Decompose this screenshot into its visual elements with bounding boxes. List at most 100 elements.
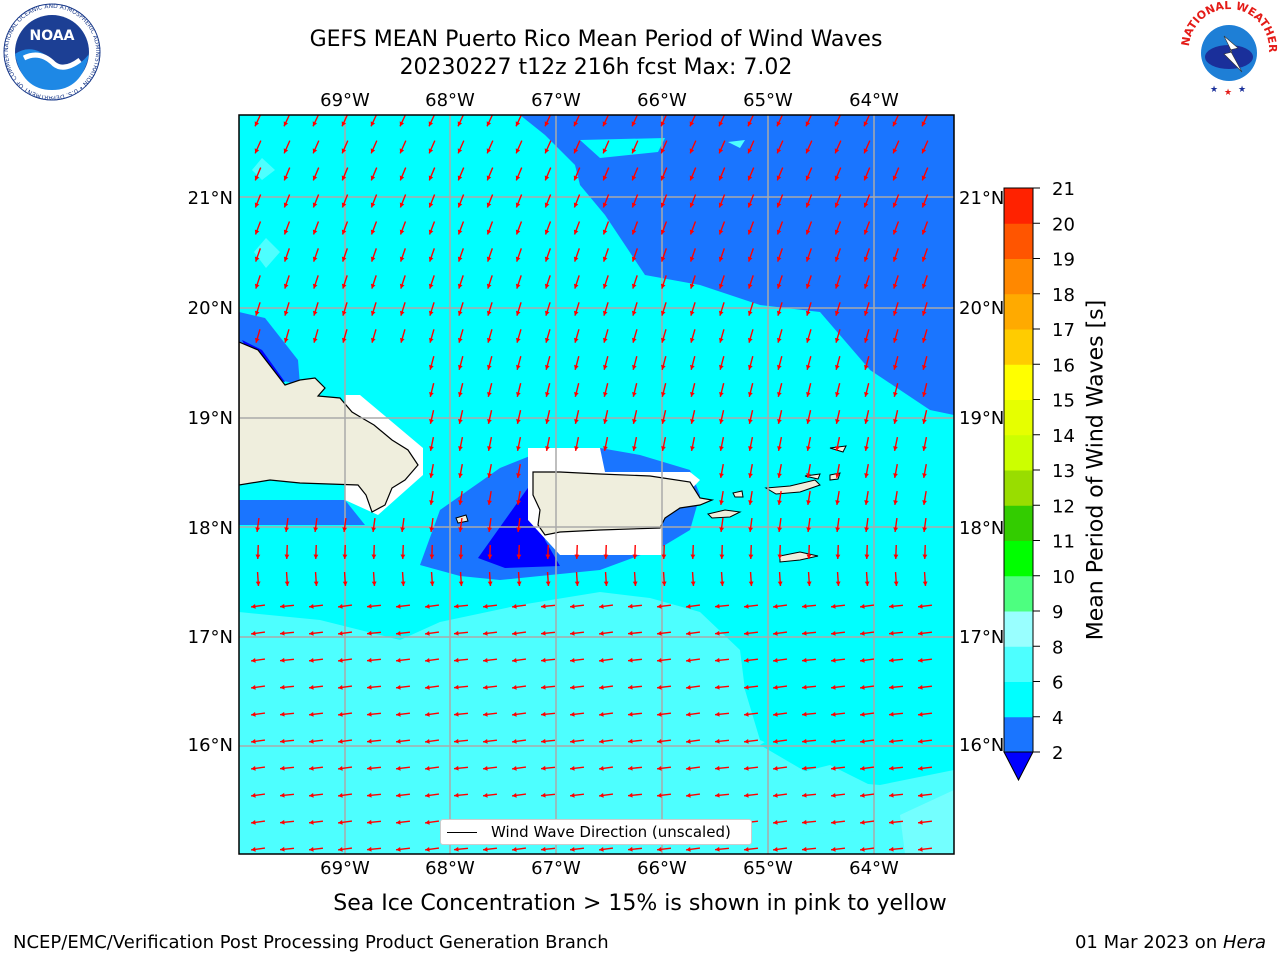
wind-wave-arrowhead bbox=[718, 256, 724, 262]
wind-wave-arrowhead bbox=[889, 657, 894, 663]
wind-wave-arrowhead bbox=[516, 364, 521, 370]
wind-wave-arrowhead bbox=[515, 148, 521, 154]
colorbar-tick-label: 15 bbox=[1052, 391, 1075, 412]
wind-wave-arrowhead bbox=[371, 581, 377, 586]
wind-wave-arrowhead bbox=[284, 554, 290, 559]
wind-wave-arrowhead bbox=[458, 500, 463, 505]
wind-wave-arrowhead bbox=[719, 473, 724, 478]
wind-wave-arrowhead bbox=[309, 603, 314, 609]
colorbar-segment bbox=[1004, 681, 1033, 718]
wind-wave-arrowhead bbox=[661, 554, 667, 559]
wind-wave-arrowhead bbox=[425, 792, 430, 798]
wind-wave-arrowhead bbox=[802, 792, 807, 798]
wind-wave-arrowhead bbox=[748, 364, 753, 370]
wind-wave-arrowhead bbox=[512, 657, 517, 663]
wind-wave-arrowhead bbox=[631, 202, 637, 208]
lon-label: 65°W bbox=[743, 858, 793, 879]
wind-wave-arrowhead bbox=[835, 364, 840, 370]
wind-wave-arrowhead bbox=[280, 765, 285, 771]
wind-wave-arrowhead bbox=[515, 202, 521, 208]
colorbar-segment bbox=[1004, 611, 1033, 647]
wind-wave-arrowhead bbox=[860, 603, 865, 609]
wind-wave-arrowhead bbox=[573, 283, 579, 289]
wind-wave-arrowhead bbox=[396, 657, 401, 663]
wind-wave-arrowhead bbox=[428, 121, 434, 127]
wind-wave-arrowhead bbox=[744, 711, 749, 717]
wind-wave-arrowhead bbox=[776, 256, 782, 262]
wind-wave-arrowhead bbox=[776, 310, 782, 316]
colorbar-tick-label: 19 bbox=[1052, 250, 1075, 271]
wind-wave-arrowhead bbox=[660, 229, 666, 235]
colorbar-segment bbox=[1004, 716, 1033, 753]
wind-wave-arrowhead bbox=[399, 337, 405, 343]
wind-wave-arrowhead bbox=[457, 337, 463, 343]
wind-wave-arrowhead bbox=[892, 256, 898, 262]
lat-label: 18°N bbox=[959, 518, 1004, 539]
wind-wave-arrowhead bbox=[892, 202, 898, 208]
lat-label: 17°N bbox=[959, 627, 1004, 648]
wind-wave-vectors bbox=[250, 115, 933, 852]
wind-wave-arrowhead bbox=[512, 738, 517, 744]
wind-wave-arrowhead bbox=[602, 202, 608, 208]
wind-wave-arrowhead bbox=[545, 581, 551, 586]
wind-wave-arrowhead bbox=[602, 337, 608, 343]
chart-subtitle: 20230227 t12z 216h fcst Max: 7.02 bbox=[399, 55, 793, 80]
wind-wave-arrowhead bbox=[486, 121, 492, 127]
wind-wave-arrowhead bbox=[457, 175, 463, 181]
wind-wave-arrowhead bbox=[371, 554, 377, 559]
wind-wave-arrowhead bbox=[487, 473, 492, 478]
wind-wave-arrowhead bbox=[370, 229, 376, 235]
wind-wave-arrowhead bbox=[251, 684, 256, 690]
wind-wave-arrowhead bbox=[657, 711, 662, 717]
wind-wave-arrowhead bbox=[834, 283, 840, 289]
wind-wave-arrowhead bbox=[251, 630, 256, 636]
wind-wave-arrowhead bbox=[660, 175, 666, 181]
wind-wave-arrowhead bbox=[312, 256, 318, 262]
wind-wave-arrowhead bbox=[863, 310, 869, 316]
lon-label: 64°W bbox=[849, 858, 899, 879]
wind-wave-arrowhead bbox=[661, 581, 667, 586]
wind-wave-arrowhead bbox=[835, 446, 840, 451]
wind-wave-arrowhead bbox=[918, 603, 923, 609]
wind-wave-arrowhead bbox=[338, 657, 343, 663]
wind-wave-arrowhead bbox=[686, 603, 691, 609]
wind-wave-arrowhead bbox=[918, 738, 923, 744]
wind-wave-arrowhead bbox=[280, 738, 285, 744]
wind-wave-arrowhead bbox=[367, 630, 372, 636]
wind-wave-arrowhead bbox=[921, 175, 927, 181]
wind-wave-arrowhead bbox=[831, 819, 836, 825]
wind-wave-arrowhead bbox=[719, 527, 725, 532]
colorbar-segment bbox=[1004, 223, 1033, 259]
wind-wave-arrowhead bbox=[512, 765, 517, 771]
wind-wave-arrowhead bbox=[254, 337, 260, 343]
lon-label: 68°W bbox=[425, 858, 475, 879]
wind-wave-arrowhead bbox=[892, 121, 898, 127]
lon-label: 64°W bbox=[849, 90, 899, 111]
wind-wave-arrowhead bbox=[483, 657, 488, 663]
wind-wave-arrowhead bbox=[516, 554, 522, 559]
wind-wave-arrowhead bbox=[631, 283, 637, 289]
wind-wave-arrowhead bbox=[744, 765, 749, 771]
wind-wave-arrowhead bbox=[689, 310, 695, 316]
wind-wave-arrowhead bbox=[254, 310, 260, 316]
wind-wave-arrowhead bbox=[748, 554, 754, 559]
wind-wave-arrowhead bbox=[773, 603, 778, 609]
wind-wave-arrowhead bbox=[802, 711, 807, 717]
wind-wave-arrowhead bbox=[454, 630, 459, 636]
wind-wave-arrowhead bbox=[396, 819, 401, 825]
wind-wave-arrowhead bbox=[428, 202, 434, 208]
colorbar-tick-label: 14 bbox=[1052, 426, 1075, 447]
colorbar-tick-label: 12 bbox=[1052, 496, 1075, 517]
wind-wave-arrowhead bbox=[599, 792, 604, 798]
wind-wave-arrowhead bbox=[805, 310, 811, 316]
wind-wave-arrowhead bbox=[860, 738, 865, 744]
wind-wave-arrowhead bbox=[831, 738, 836, 744]
wind-wave-arrowhead bbox=[834, 175, 840, 181]
wind-wave-arrowhead bbox=[338, 603, 343, 609]
wind-wave-arrowhead bbox=[545, 391, 550, 397]
wind-wave-arrowhead bbox=[921, 148, 927, 154]
wind-wave-arrowhead bbox=[312, 337, 318, 343]
wind-wave-arrowhead bbox=[806, 581, 812, 586]
wind-wave-arrowhead bbox=[776, 148, 782, 154]
wind-wave-arrowhead bbox=[284, 581, 290, 586]
